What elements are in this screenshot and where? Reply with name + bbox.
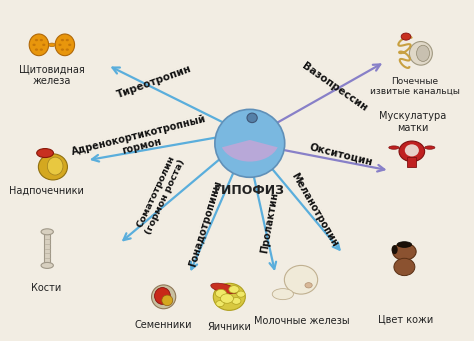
Circle shape [68,44,71,46]
Circle shape [392,243,416,260]
Circle shape [220,294,234,303]
Circle shape [66,39,69,41]
Ellipse shape [425,146,435,149]
Circle shape [216,300,224,307]
Text: Вазопрессин: Вазопрессин [300,61,369,114]
Ellipse shape [41,263,54,268]
Ellipse shape [392,245,398,254]
Circle shape [229,286,239,293]
Text: Соматотролин
(гормон роста): Соматотролин (гормон роста) [134,153,186,236]
Circle shape [401,33,411,40]
Text: Пролактин: Пролактин [259,191,280,254]
Ellipse shape [284,265,318,294]
Text: Цвет кожи: Цвет кожи [378,314,433,324]
Ellipse shape [272,288,293,300]
Ellipse shape [48,43,55,47]
Text: Молочные железы: Молочные железы [254,316,350,326]
Ellipse shape [247,113,257,123]
Ellipse shape [394,258,415,276]
Ellipse shape [399,141,425,162]
Text: Окситоцин: Окситоцин [308,142,374,167]
Text: Почечные
извитые канальцы: Почечные извитые канальцы [370,77,460,96]
Wedge shape [222,140,278,162]
Circle shape [215,290,227,297]
Circle shape [61,39,64,41]
Text: Тиреотропин: Тиреотропин [116,64,193,100]
Ellipse shape [410,42,432,65]
Circle shape [305,283,312,288]
Ellipse shape [47,157,63,175]
Ellipse shape [215,109,285,177]
Bar [407,157,417,167]
Circle shape [42,44,46,46]
Ellipse shape [211,283,237,294]
Circle shape [40,48,43,51]
Ellipse shape [162,295,173,306]
Circle shape [58,44,62,46]
Text: Яичники: Яичники [207,322,251,332]
Ellipse shape [405,144,419,157]
Text: Мускулатура
матки: Мускулатура матки [379,112,447,133]
Circle shape [35,39,38,41]
Circle shape [232,297,241,304]
Text: Надпочечники: Надпочечники [9,186,84,196]
Circle shape [237,291,245,297]
Ellipse shape [38,154,67,180]
Text: Гонадотропины: Гонадотропины [187,179,223,268]
Ellipse shape [41,229,54,235]
Ellipse shape [55,34,74,56]
Circle shape [32,44,36,46]
Circle shape [40,39,43,41]
Ellipse shape [417,45,429,61]
Ellipse shape [29,34,49,56]
Bar [44,233,50,265]
Ellipse shape [389,146,399,149]
Ellipse shape [152,285,176,309]
Text: ГИПОФИЗ: ГИПОФИЗ [214,184,285,197]
Text: Адренокортикотропный
гормон: Адренокортикотропный гормон [71,113,210,168]
Ellipse shape [36,149,54,158]
Text: Семенники: Семенники [135,320,192,330]
Text: Меланотропин: Меланотропин [289,171,339,248]
Text: Кости: Кости [31,283,62,293]
Ellipse shape [397,242,411,247]
Circle shape [35,48,38,51]
Circle shape [66,48,69,51]
Ellipse shape [155,287,170,304]
Text: Щитовидная
железа: Щитовидная железа [19,64,85,86]
Circle shape [61,48,64,51]
Ellipse shape [213,283,246,310]
